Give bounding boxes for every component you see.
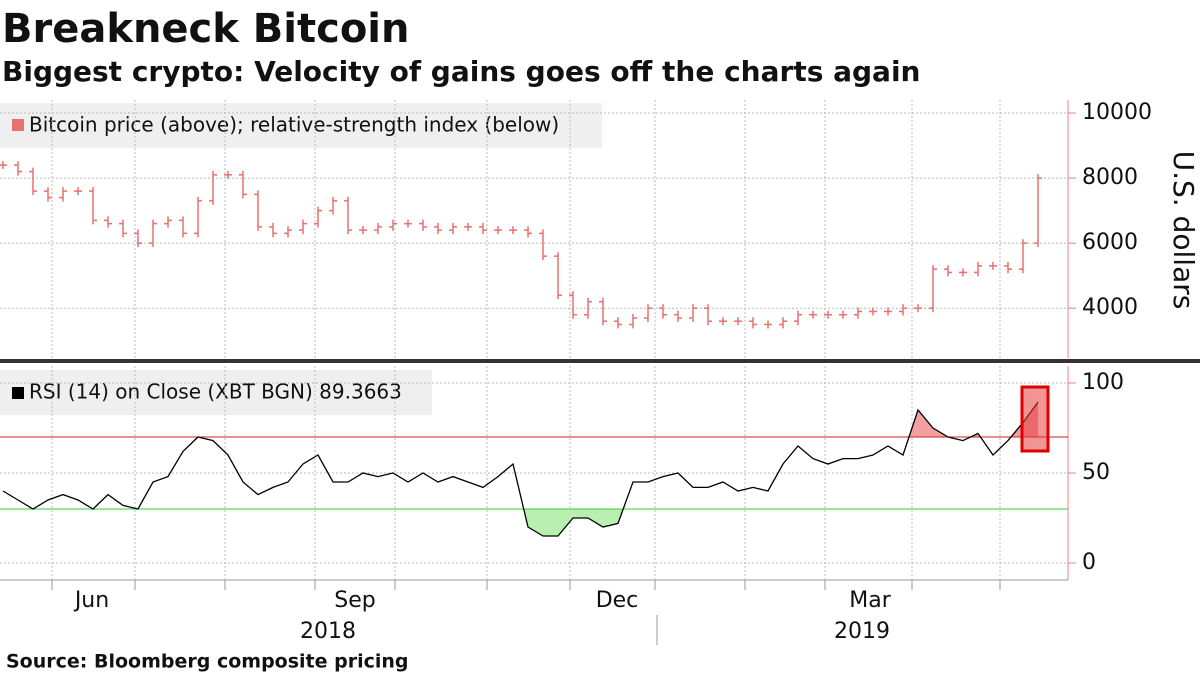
price-bar (284, 226, 292, 238)
price-bar (569, 291, 577, 319)
price-bar (1004, 261, 1012, 274)
price-bar (779, 317, 787, 329)
price-bar (809, 310, 817, 319)
price-bar (554, 252, 562, 300)
x-tick-label: Dec (596, 588, 639, 613)
price-bar (584, 297, 592, 319)
price-bar (74, 187, 82, 196)
price-bar (134, 229, 142, 248)
legend-label: Bitcoin price (above); relative-strength… (29, 113, 559, 137)
price-bar (854, 307, 862, 319)
price-bar (929, 265, 937, 313)
price-bar (764, 320, 772, 329)
y-tick-label: 0 (1082, 550, 1096, 575)
subtitle: Biggest crypto: Velocity of gains goes o… (2, 55, 920, 88)
x-tick-label: Sep (334, 588, 375, 613)
price-bar (689, 304, 697, 322)
price-bar (509, 226, 517, 235)
price-bar (29, 167, 37, 196)
price-bar (104, 216, 112, 228)
price-bar (749, 317, 757, 329)
y-tick-label: 10000 (1082, 100, 1152, 125)
price-bar (299, 219, 307, 235)
price-bar (794, 310, 802, 326)
price-bar (629, 313, 637, 329)
year-label: 2019 (834, 619, 890, 644)
legend-swatch (12, 387, 24, 399)
y-tick-label: 100 (1082, 370, 1124, 395)
x-tick-label: Jun (73, 588, 109, 613)
price-bar (464, 222, 472, 231)
price-bar (419, 219, 427, 231)
price-bar (1019, 239, 1027, 274)
price-bar (719, 317, 727, 326)
price-bar (224, 170, 232, 179)
legend-swatch (12, 119, 24, 131)
price-bar (269, 222, 277, 238)
title: Breakneck Bitcoin (2, 6, 409, 52)
price-bar (119, 219, 127, 238)
y-tick-label: 50 (1082, 460, 1110, 485)
price-bar (359, 226, 367, 235)
price-bar (734, 317, 742, 326)
price-bar (59, 187, 67, 202)
price-bar (164, 216, 172, 228)
price-bar (239, 170, 247, 199)
threshold-fill (3, 402, 1038, 437)
y-tick-label: 4000 (1082, 295, 1138, 320)
price-bar (1034, 174, 1042, 248)
price-bar (344, 196, 352, 235)
price-bar (329, 196, 337, 215)
price-bar (899, 304, 907, 316)
price-bar (374, 222, 382, 235)
price-bar (524, 226, 532, 238)
price-bar (179, 216, 187, 238)
price-bar (254, 190, 262, 231)
highlight-box (1020, 385, 1050, 453)
price-bar (599, 297, 607, 326)
price-bar (14, 161, 22, 176)
price-bar (644, 304, 652, 322)
year-label: 2018 (300, 619, 356, 644)
x-tick-label: Mar (849, 588, 891, 613)
price-bar (89, 187, 97, 225)
price-bar (209, 170, 217, 205)
price-bar (839, 310, 847, 319)
price-bar (944, 265, 952, 277)
price-bar (914, 304, 922, 313)
threshold-fill (3, 509, 1038, 536)
legend-box (0, 103, 602, 148)
y-tick-label: 8000 (1082, 165, 1138, 190)
price-bar (959, 268, 967, 277)
price-bar (674, 310, 682, 322)
legend-label: RSI (14) on Close (XBT BGN) 89.3663 (29, 380, 402, 404)
y-tick-label: 6000 (1082, 230, 1138, 255)
y-axis-title: U.S. dollars (1167, 151, 1200, 310)
price-bar (314, 206, 322, 228)
price-bar (869, 307, 877, 316)
price-bar (434, 222, 442, 235)
legend-box (0, 370, 432, 415)
price-bar (479, 222, 487, 235)
price-bar (704, 304, 712, 326)
price-bar (449, 222, 457, 235)
price-bar (194, 196, 202, 238)
price-bar (539, 229, 547, 261)
source: Source: Bloomberg composite pricing (6, 651, 409, 673)
price-bar (0, 161, 7, 170)
price-bar (44, 187, 52, 202)
price-bar (494, 226, 502, 235)
price-bar (824, 310, 832, 319)
price-bar (389, 219, 397, 231)
price-bar (884, 307, 892, 316)
price-bar (149, 219, 157, 248)
price-bar (404, 219, 412, 228)
price-bar (974, 261, 982, 277)
price-bar (614, 317, 622, 329)
price-bar (659, 304, 667, 319)
rsi-line (2, 401, 1039, 537)
price-bar (989, 261, 997, 270)
